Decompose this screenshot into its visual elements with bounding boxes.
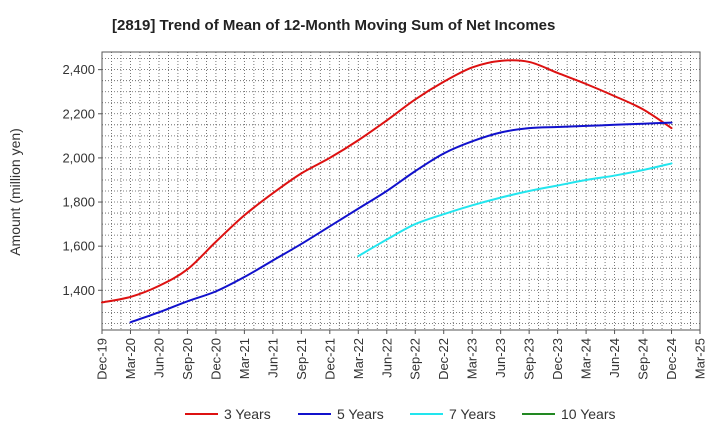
x-tick-label: Sep-22 <box>408 338 423 380</box>
plot-area <box>101 51 701 331</box>
series-line-3 <box>357 162 673 258</box>
y-tick-label: 1,400 <box>62 283 95 298</box>
y-tick-label: 2,000 <box>62 150 95 165</box>
series-layer <box>101 59 673 324</box>
x-tick-label: Mar-25 <box>693 338 708 379</box>
x-tick-label: Jun-22 <box>379 338 394 378</box>
series-line-2 <box>129 121 673 324</box>
x-tick-label: Mar-23 <box>465 338 480 379</box>
y-tick-label: 2,400 <box>62 62 95 77</box>
x-tick-label: Jun-24 <box>607 338 622 378</box>
x-tick-label: Dec-20 <box>208 338 223 380</box>
y-tick-label: 1,800 <box>62 195 95 210</box>
plot-border <box>101 51 701 331</box>
x-tick-label: Dec-21 <box>322 338 337 380</box>
x-tick-label: Sep-21 <box>294 338 309 380</box>
legend-label-2: 5 Years <box>337 406 384 422</box>
x-axis: Dec-19 Mar-20 Jun-20 Sep-20 Dec-20 Mar-21 Jun-… <box>95 330 708 380</box>
y-tick-label: 1,600 <box>62 239 95 254</box>
legend-label-1: 3 Years <box>224 406 271 422</box>
x-tick-label: Sep-24 <box>636 338 651 380</box>
legend-label-3: 7 Years <box>449 406 496 422</box>
y-axis-label: Amount (million yen) <box>7 128 23 256</box>
y-axis: 1,400 1,600 1,800 2,000 2,200 2,400 <box>62 62 102 298</box>
x-tick-label: Sep-23 <box>522 338 537 380</box>
x-tick-label: Dec-19 <box>95 338 110 380</box>
legend-label-4: 10 Years <box>561 406 616 422</box>
legend: 3 Years 5 Years 7 Years 10 Years <box>185 406 616 422</box>
x-tick-label: Dec-22 <box>436 338 451 380</box>
x-tick-label: Dec-23 <box>550 338 565 380</box>
x-tick-label: Mar-24 <box>579 338 594 379</box>
x-tick-label: Mar-22 <box>351 338 366 379</box>
x-tick-label: Mar-21 <box>237 338 252 379</box>
x-tick-label: Jun-20 <box>151 338 166 378</box>
x-tick-label: Dec-24 <box>664 338 679 380</box>
series-line-1 <box>101 59 673 304</box>
x-tick-label: Mar-20 <box>123 338 138 379</box>
x-tick-label: Jun-23 <box>493 338 508 378</box>
x-tick-label: Jun-21 <box>265 338 280 378</box>
chart-title: [2819] Trend of Mean of 12-Month Moving … <box>112 17 555 34</box>
y-tick-label: 2,200 <box>62 106 95 121</box>
x-tick-label: Sep-20 <box>180 338 195 380</box>
